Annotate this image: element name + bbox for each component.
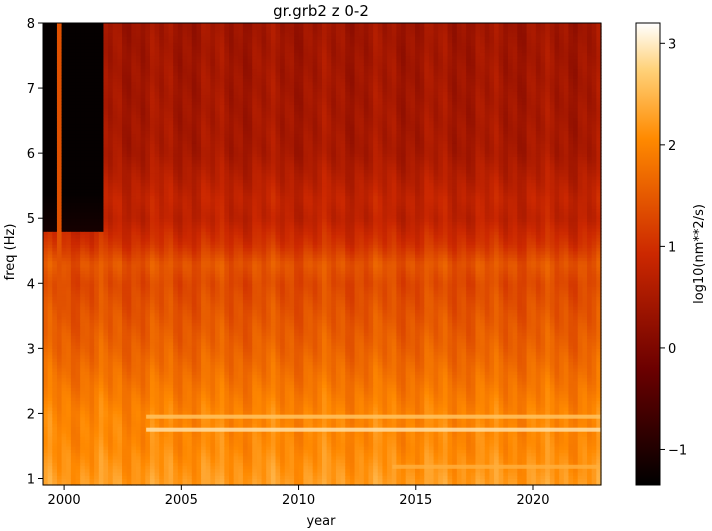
heatmap-cell [108,23,113,27]
heatmap-cell [48,23,53,27]
heatmap-cell [136,23,141,27]
heatmap-cell [169,23,174,27]
heatmap-cell [80,23,85,27]
heatmap-image [43,23,602,486]
heatmap-cell [66,23,71,27]
plot-area [43,23,602,486]
heatmap-cell [150,23,155,27]
heatmap-cell [52,23,57,27]
heatmap-cell [187,23,192,27]
heatmap-cell [145,23,150,27]
chart-title: gr.grb2 z 0-2 [273,2,369,20]
heatmap-cell [178,23,183,27]
heatmap-cell [62,23,67,27]
heatmap-cell [113,23,118,27]
heatmap-cell [141,23,146,27]
heatmap-cell [71,23,76,27]
heatmap-cell [85,23,90,27]
heatmap-cell [99,23,104,27]
heatmap-cell [201,23,206,27]
heatmap-cell [57,23,62,27]
heatmap-cell [131,23,136,27]
heatmap-cell [122,23,127,27]
heatmap-cell [183,23,188,27]
heatmap-cell [127,23,132,27]
heatmap-cell [196,23,201,27]
heatmap-cell [90,23,95,27]
heatmap-cell [43,23,48,27]
heatmap-cell [76,23,81,27]
heatmap-cell [192,23,197,27]
heatmap-cell [155,23,160,27]
heatmap-cell [164,23,169,27]
heatmap-cell [173,23,178,27]
heatmap-cell [159,23,164,27]
heatmap-cell [103,23,108,27]
heatmap-cell [117,23,122,27]
heatmap-cell [94,23,99,27]
